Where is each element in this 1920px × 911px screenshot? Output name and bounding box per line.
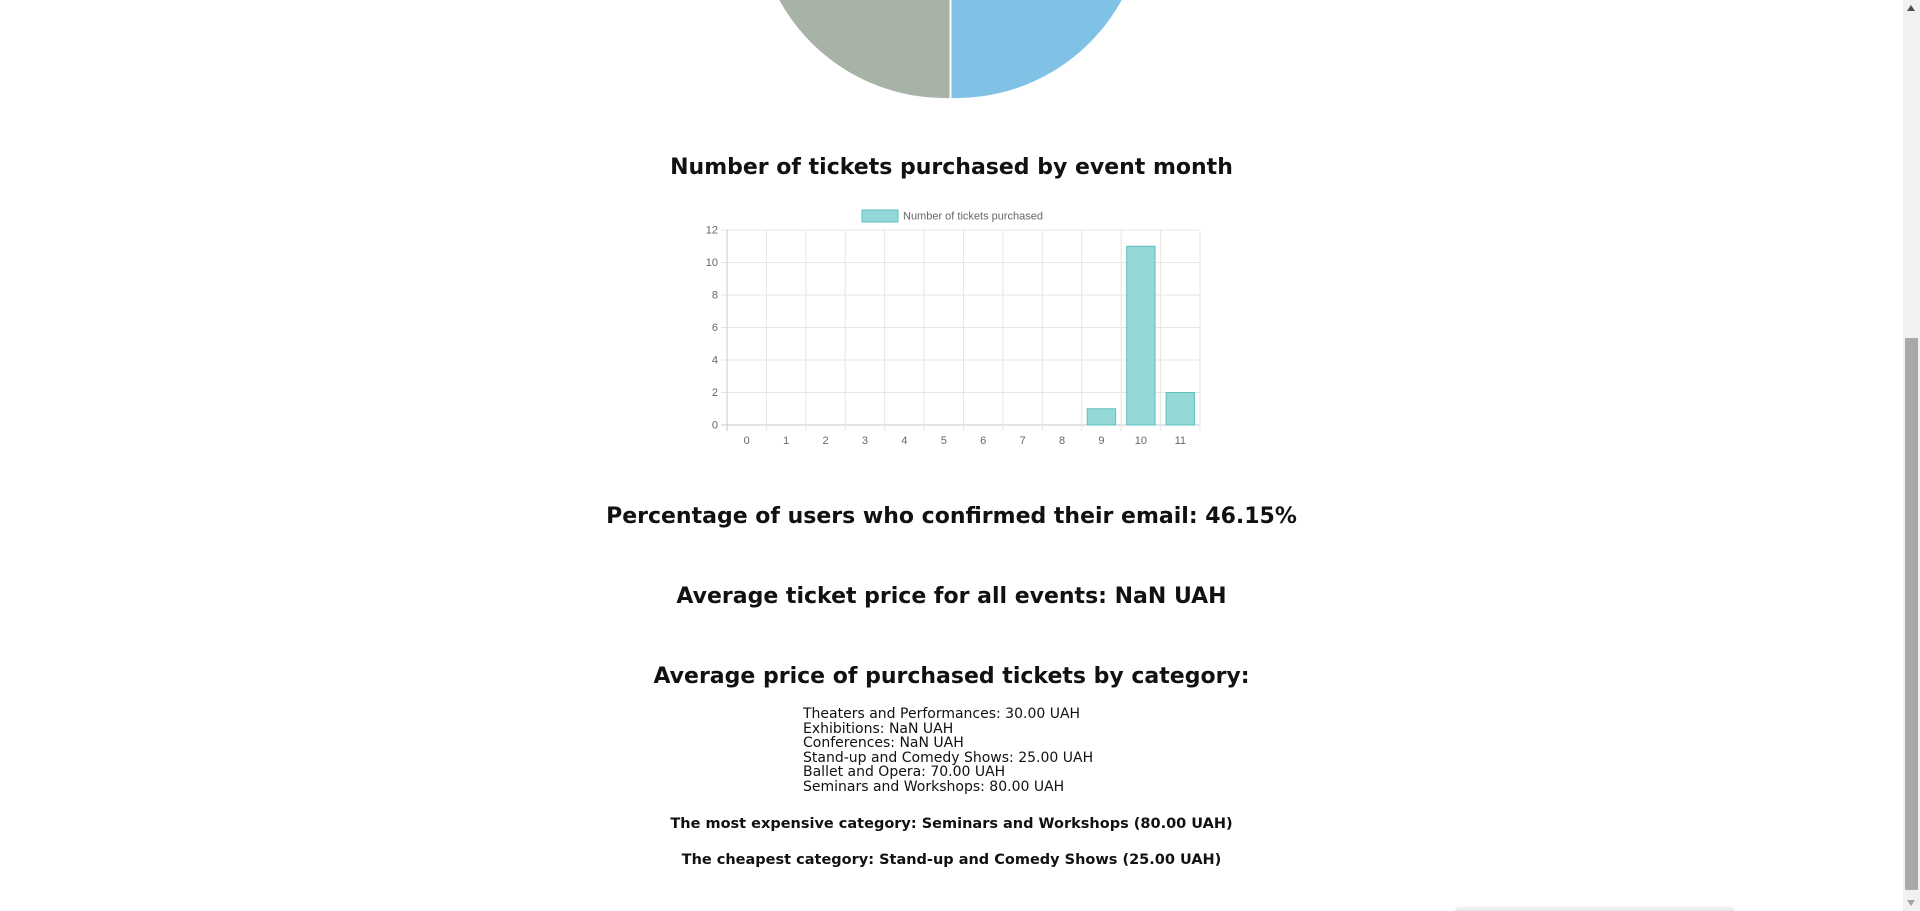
x-tick-label: 1 <box>783 435 789 447</box>
tickets-chart-heading: Number of tickets purchased by event mon… <box>670 155 1233 180</box>
x-tick-label: 6 <box>980 435 986 447</box>
x-tick-label: 7 <box>1020 435 1026 447</box>
y-axis-ticks: 0 2 4 6 8 10 12 <box>706 225 718 432</box>
average-price-heading: Average ticket price for all events: NaN… <box>676 584 1227 609</box>
category-price-heading: Average price of purchased tickets by ca… <box>653 664 1250 689</box>
x-tick-label: 3 <box>862 435 868 447</box>
y-tick-label: 2 <box>712 387 718 399</box>
chart-legend: Number of tickets purchased <box>861 209 1043 223</box>
scroll-up-arrow-icon[interactable] <box>1903 0 1920 17</box>
x-tick-label: 0 <box>744 435 750 447</box>
y-tick-label: 8 <box>712 290 718 302</box>
category-price-item: Stand-up and Comedy Shows: 25.00 UAH <box>803 749 1094 766</box>
category-price-list: Theaters and Performances: 30.00 UAH Exh… <box>803 707 1223 794</box>
bar <box>1126 245 1156 426</box>
chart-bars <box>1086 245 1195 426</box>
most-expensive-category: The most expensive category: Seminars an… <box>670 816 1233 832</box>
pie-slice <box>777 0 952 101</box>
category-price-item: Ballet and Opera: 70.00 UAH <box>803 764 1006 780</box>
category-price-item: Conferences: NaN UAH <box>803 735 964 751</box>
category-price-item: Exhibitions: NaN UAH <box>803 720 954 737</box>
chart-grid <box>721 229 1201 431</box>
scroll-down-arrow-icon[interactable] <box>1903 894 1920 911</box>
cheapest-category: The cheapest category: Stand-up and Come… <box>681 852 1222 868</box>
x-tick-label: 2 <box>822 435 828 447</box>
x-axis-ticks: 0 1 2 3 4 5 6 7 8 9 10 11 <box>744 435 1186 447</box>
x-tick-label: 11 <box>1175 435 1186 447</box>
pie-slice <box>949 0 1124 101</box>
pie-chart-partial <box>777 0 1124 101</box>
y-tick-label: 6 <box>712 322 718 334</box>
y-tick-label: 4 <box>712 355 718 367</box>
bar <box>1165 392 1195 426</box>
x-tick-label: 8 <box>1059 435 1065 447</box>
floating-panel-edge <box>1455 906 1735 911</box>
x-tick-label: 4 <box>901 435 907 447</box>
legend-label: Number of tickets purchased <box>903 211 1043 223</box>
category-price-item: Theaters and Performances: 30.00 UAH <box>803 706 1081 722</box>
category-price-item: Seminars and Workshops: 80.00 UAH <box>803 778 1065 795</box>
scrollbar-thumb[interactable] <box>1905 338 1918 890</box>
email-confirmation-heading: Percentage of users who confirmed their … <box>606 504 1297 529</box>
y-tick-label: 0 <box>712 420 718 432</box>
x-tick-label: 5 <box>941 435 947 447</box>
y-tick-label: 10 <box>706 257 718 269</box>
vertical-scrollbar[interactable] <box>1903 0 1920 911</box>
x-tick-label: 10 <box>1135 435 1147 447</box>
legend-swatch <box>861 209 899 223</box>
bar <box>1086 408 1117 426</box>
x-tick-label: 9 <box>1098 435 1104 447</box>
y-tick-label: 12 <box>706 225 718 237</box>
